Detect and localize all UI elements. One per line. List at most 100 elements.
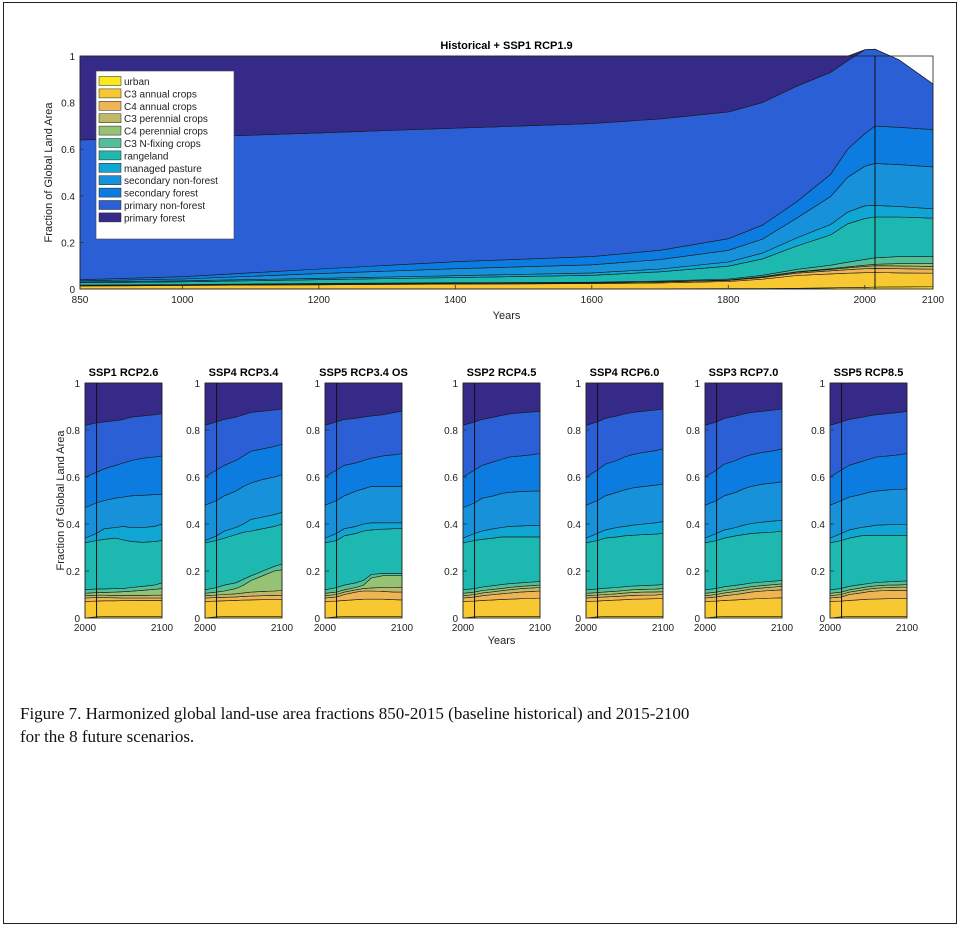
- y-tick-label: 1: [694, 379, 700, 390]
- y-tick-label: 0.2: [444, 567, 458, 578]
- y-tick-label: 0: [819, 614, 825, 625]
- scenario-plot-frame: [585, 382, 664, 619]
- legend-label: C3 N-fixing crops: [124, 139, 201, 150]
- caption-line-1: Figure 7. Harmonized global land-use are…: [20, 704, 690, 723]
- y-tick-label: 0.2: [567, 567, 581, 578]
- legend-swatch-urban: [98, 76, 122, 86]
- y-tick-label: 0: [452, 614, 458, 625]
- y-tick-label: 0.2: [66, 567, 80, 578]
- scenario-title: SSP2 RCP4.5: [467, 367, 537, 379]
- main-x-axis-label: Years: [493, 310, 521, 322]
- legend-swatch-c4-annual-crops: [98, 101, 122, 111]
- y-tick-label: 0.6: [567, 473, 581, 484]
- y-tick-label: 0.8: [61, 99, 75, 110]
- x-tick-label: 1200: [308, 295, 331, 306]
- x-tick-label: 2000: [694, 623, 717, 634]
- y-tick-label: 1: [452, 379, 458, 390]
- scenario-chart: 0 0.2 0.4 0.6 0.8 1 2000 2100 SSP1 RCP2.6 Fractio…: [55, 367, 174, 634]
- scenario-title: SSP3 RCP7.0: [709, 367, 779, 379]
- figure-frame: [3, 2, 957, 924]
- x-tick-label: 2000: [575, 623, 598, 634]
- x-tick-label: 1600: [581, 295, 604, 306]
- y-tick-label: 0.6: [686, 473, 700, 484]
- y-tick-label: 0.8: [444, 426, 458, 437]
- legend-label: C4 perennial crops: [124, 127, 208, 138]
- y-tick-label: 0.6: [66, 473, 80, 484]
- legend-swatch-primary-forest: [98, 212, 122, 223]
- x-tick-label: 2100: [896, 623, 919, 634]
- x-tick-label: 2100: [922, 295, 945, 306]
- legend-label: secondary non-forest: [124, 176, 218, 187]
- legend-swatch-c4-perennial-crops: [98, 125, 122, 136]
- x-tick-label: 2000: [819, 623, 842, 634]
- scenario-y-axis-label: Fraction of Global Land Area: [55, 430, 67, 571]
- y-tick-label: 0.6: [444, 473, 458, 484]
- x-tick-label: 850: [72, 295, 89, 306]
- y-tick-label: 0: [69, 285, 75, 296]
- y-tick-label: 0.8: [186, 426, 200, 437]
- main-y-axis-label: Fraction of Global Land Area: [43, 102, 55, 243]
- scenario-plot-frame: [704, 382, 783, 619]
- y-tick-label: 0.4: [306, 520, 320, 531]
- y-tick-label: 0.8: [66, 426, 80, 437]
- legend-swatch-secondary-forest: [98, 187, 122, 198]
- x-tick-label: 1000: [171, 295, 194, 306]
- y-tick-label: 0.2: [61, 238, 75, 249]
- scenario-title: SSP5 RCP3.4 OS: [319, 367, 408, 379]
- x-tick-label: 2000: [74, 623, 97, 634]
- scenario-x-axis-label: Years: [488, 635, 516, 647]
- y-tick-label: 0.8: [567, 426, 581, 437]
- main-chart-title: Historical + SSP1 RCP1.9: [440, 40, 572, 52]
- scenario-chart: 0 0.2 0.4 0.6 0.8 1 2000 2100 SSP5 RCP8.5: [811, 367, 918, 634]
- legend-swatch-c3-perennial-crops: [98, 113, 122, 123]
- y-tick-label: 0.4: [61, 192, 75, 203]
- legend-label: primary forest: [124, 213, 185, 224]
- x-tick-label: 2000: [854, 295, 877, 306]
- y-tick-label: 1: [314, 379, 320, 390]
- legend-label: secondary forest: [124, 189, 198, 200]
- x-tick-label: 2100: [151, 623, 174, 634]
- x-tick-label: 2000: [452, 623, 475, 634]
- legend-swatch-c3-n-fixing-crops: [98, 138, 122, 148]
- y-tick-label: 0.4: [811, 520, 825, 531]
- y-tick-label: 0.6: [306, 473, 320, 484]
- legend-label: managed pasture: [124, 164, 202, 175]
- y-tick-label: 0.8: [686, 426, 700, 437]
- scenario-title: SSP1 RCP2.6: [89, 367, 159, 379]
- x-tick-label: 2100: [771, 623, 794, 634]
- scenario-plot-frame: [204, 382, 283, 619]
- y-tick-label: 0: [694, 614, 700, 625]
- y-tick-label: 0: [74, 614, 80, 625]
- y-tick-label: 0.4: [444, 520, 458, 531]
- figure-caption: Figure 7. Harmonized global land-use are…: [20, 702, 940, 748]
- y-tick-label: 0: [194, 614, 200, 625]
- y-tick-label: 0: [575, 614, 581, 625]
- y-tick-label: 1: [194, 379, 200, 390]
- x-tick-label: 1400: [444, 295, 467, 306]
- y-tick-label: 0.2: [186, 567, 200, 578]
- y-tick-label: 0: [314, 614, 320, 625]
- scenario-plot-frame: [462, 382, 541, 619]
- legend-label: C3 annual crops: [124, 89, 197, 100]
- legend-label: primary non-forest: [124, 201, 205, 212]
- y-tick-label: 0.6: [61, 145, 75, 156]
- scenario-plot-frame: [829, 382, 908, 619]
- x-tick-label: 2100: [271, 623, 294, 634]
- y-tick-label: 0.2: [306, 567, 320, 578]
- legend-label: urban: [124, 77, 150, 88]
- legend-swatch-c3-annual-crops: [98, 88, 122, 99]
- legend-label: rangeland: [124, 151, 168, 162]
- legend-label: C4 annual crops: [124, 102, 197, 113]
- scenario-chart: 0 0.2 0.4 0.6 0.8 1 2000 2100 SSP4 RCP3.4: [186, 367, 293, 634]
- scenario-chart: 0 0.2 0.4 0.6 0.8 1 2000 2100 SSP2 RCP4.5 Years: [444, 367, 551, 647]
- legend-label: C3 perennial crops: [124, 114, 208, 125]
- legend-swatch-rangeland: [98, 150, 122, 161]
- x-tick-label: 2000: [314, 623, 337, 634]
- y-tick-label: 0.4: [686, 520, 700, 531]
- y-tick-label: 1: [819, 379, 825, 390]
- y-tick-label: 0.8: [306, 426, 320, 437]
- scenario-plot-frame: [84, 382, 163, 619]
- y-tick-label: 1: [74, 379, 80, 390]
- legend-swatch-managed-pasture: [98, 163, 122, 173]
